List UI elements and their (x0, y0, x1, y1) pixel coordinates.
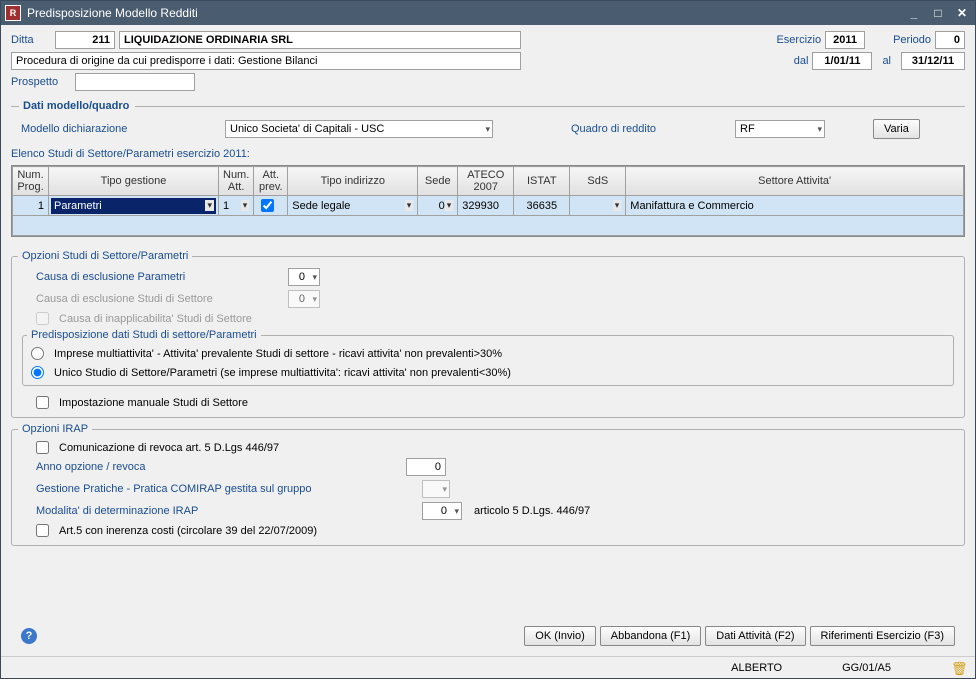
status-bar: ALBERTO GG/01/A5 🗑 (1, 656, 975, 678)
main-window: R Predisposizione Modello Redditi _ □ ✕ … (0, 0, 976, 679)
close-button[interactable]: ✕ (953, 5, 971, 21)
comunicazione-checkbox[interactable] (36, 441, 49, 454)
causa-inapp-label: Causa di inapplicabilita' Studi di Setto… (59, 313, 252, 325)
col-num-prog: Num. Prog. (13, 167, 49, 196)
studi-table: Num. Prog. Tipo gestione Num. Att. Att. … (11, 165, 965, 237)
predisp-radio-1[interactable] (31, 347, 44, 360)
anno-value[interactable]: 0 (406, 458, 446, 476)
predisp-radio-2[interactable] (31, 366, 44, 379)
esercizio-value: 2011 (825, 31, 865, 49)
titlebar: R Predisposizione Modello Redditi _ □ ✕ (1, 1, 975, 25)
col-sds: SdS (570, 167, 626, 196)
window-title: Predisposizione Modello Redditi (27, 6, 905, 20)
modello-label: Modello dichiarazione (21, 123, 221, 135)
empty-row (13, 216, 964, 236)
prospetto-label: Prospetto (11, 76, 71, 88)
col-tipo-indirizzo: Tipo indirizzo (288, 167, 418, 196)
comunicazione-label: Comunicazione di revoca art. 5 D.Lgs 446… (59, 442, 279, 454)
quadro-select[interactable]: RF (735, 120, 825, 138)
causa-escl-param-spinner[interactable]: 0 (288, 268, 320, 286)
impostazione-label: Impostazione manuale Studi di Settore (59, 397, 248, 409)
maximize-button[interactable]: □ (929, 5, 947, 21)
dal-value: 1/01/11 (812, 52, 872, 70)
elenco-label: Elenco Studi di Settore/Parametri eserci… (11, 148, 250, 160)
gestione-label: Gestione Pratiche - Pratica COMIRAP gest… (22, 483, 418, 495)
col-num-att: Num. Att. (219, 167, 254, 196)
ok-button[interactable]: OK (Invio) (524, 626, 596, 646)
riferimenti-button[interactable]: Riferimenti Esercizio (F3) (810, 626, 955, 646)
procedura-text: Procedura di origine da cui predisporre … (11, 52, 521, 70)
cell-num-att[interactable]: 1▾ (219, 196, 254, 216)
col-settore: Settore Attivita' (626, 167, 964, 196)
predisp-radio-1-label: Imprese multiattivita' - Attivita' preva… (54, 348, 502, 360)
cell-num-prog: 1 (13, 196, 49, 216)
varia-button[interactable]: Varia (873, 119, 920, 139)
cell-sds[interactable]: ▾ (570, 196, 626, 216)
cell-att-prev[interactable] (254, 196, 288, 216)
app-icon: R (5, 5, 21, 21)
col-tipo-gestione: Tipo gestione (49, 167, 219, 196)
modalita-spinner[interactable]: 0 (422, 502, 462, 520)
help-icon[interactable]: ? (21, 628, 37, 644)
opzioni-irap-legend: Opzioni IRAP (18, 423, 92, 435)
al-value: 31/12/11 (901, 52, 965, 70)
quadro-label: Quadro di reddito (571, 123, 731, 135)
opzioni-sds-legend: Opzioni Studi di Settore/Parametri (18, 250, 192, 262)
dati-attivita-button[interactable]: Dati Attività (F2) (705, 626, 805, 646)
predisp-legend: Predisposizione dati Studi di settore/Pa… (27, 329, 261, 341)
modello-select[interactable]: Unico Societa' di Capitali - USC (225, 120, 493, 138)
cell-tipo-indirizzo[interactable]: Sede legale▾ (288, 196, 418, 216)
periodo-value: 0 (935, 31, 965, 49)
table-row[interactable]: 1 Parametri 1▾ Sede legale▾ 0▾ 329930 36… (13, 196, 964, 216)
col-sede: Sede (418, 167, 458, 196)
minimize-button[interactable]: _ (905, 5, 923, 21)
cell-tipo-gestione[interactable]: Parametri (49, 196, 219, 216)
col-istat: ISTAT (514, 167, 570, 196)
cell-ateco: 329930 (458, 196, 514, 216)
cell-sede[interactable]: 0▾ (418, 196, 458, 216)
art5-checkbox[interactable] (36, 524, 49, 537)
impostazione-checkbox[interactable] (36, 396, 49, 409)
predisp-radio-2-label: Unico Studio di Settore/Parametri (se im… (54, 367, 511, 379)
cell-istat: 36635 (514, 196, 570, 216)
prospetto-field[interactable] (75, 73, 195, 91)
gestione-spinner (422, 480, 450, 498)
col-ateco: ATECO 2007 (458, 167, 514, 196)
dati-modello-legend: Dati modello/quadro (23, 100, 129, 112)
trash-icon[interactable]: 🗑 (951, 661, 965, 675)
causa-inapp-checkbox (36, 312, 49, 325)
modalita-note: articolo 5 D.Lgs. 446/97 (474, 505, 590, 517)
cell-settore: Manifattura e Commercio (626, 196, 964, 216)
ditta-name: LIQUIDAZIONE ORDINARIA SRL (119, 31, 521, 49)
causa-escl-sds-spinner: 0 (288, 290, 320, 308)
ditta-number: 211 (55, 31, 115, 49)
status-user: ALBERTO (731, 662, 782, 674)
art5-label: Art.5 con inerenza costi (circolare 39 d… (59, 525, 317, 537)
ditta-label: Ditta (11, 34, 51, 46)
al-label: al (882, 55, 891, 67)
col-att-prev: Att. prev. (254, 167, 288, 196)
causa-escl-sds-label: Causa di esclusione Studi di Settore (22, 293, 284, 305)
periodo-label: Periodo (893, 34, 931, 46)
abbandona-button[interactable]: Abbandona (F1) (600, 626, 702, 646)
causa-escl-param-label: Causa di esclusione Parametri (22, 271, 284, 283)
dal-label: dal (794, 55, 809, 67)
status-code: GG/01/A5 (842, 662, 891, 674)
modalita-label: Modalita' di determinazione IRAP (22, 505, 418, 517)
anno-label: Anno opzione / revoca (22, 461, 402, 473)
esercizio-label: Esercizio (776, 34, 821, 46)
